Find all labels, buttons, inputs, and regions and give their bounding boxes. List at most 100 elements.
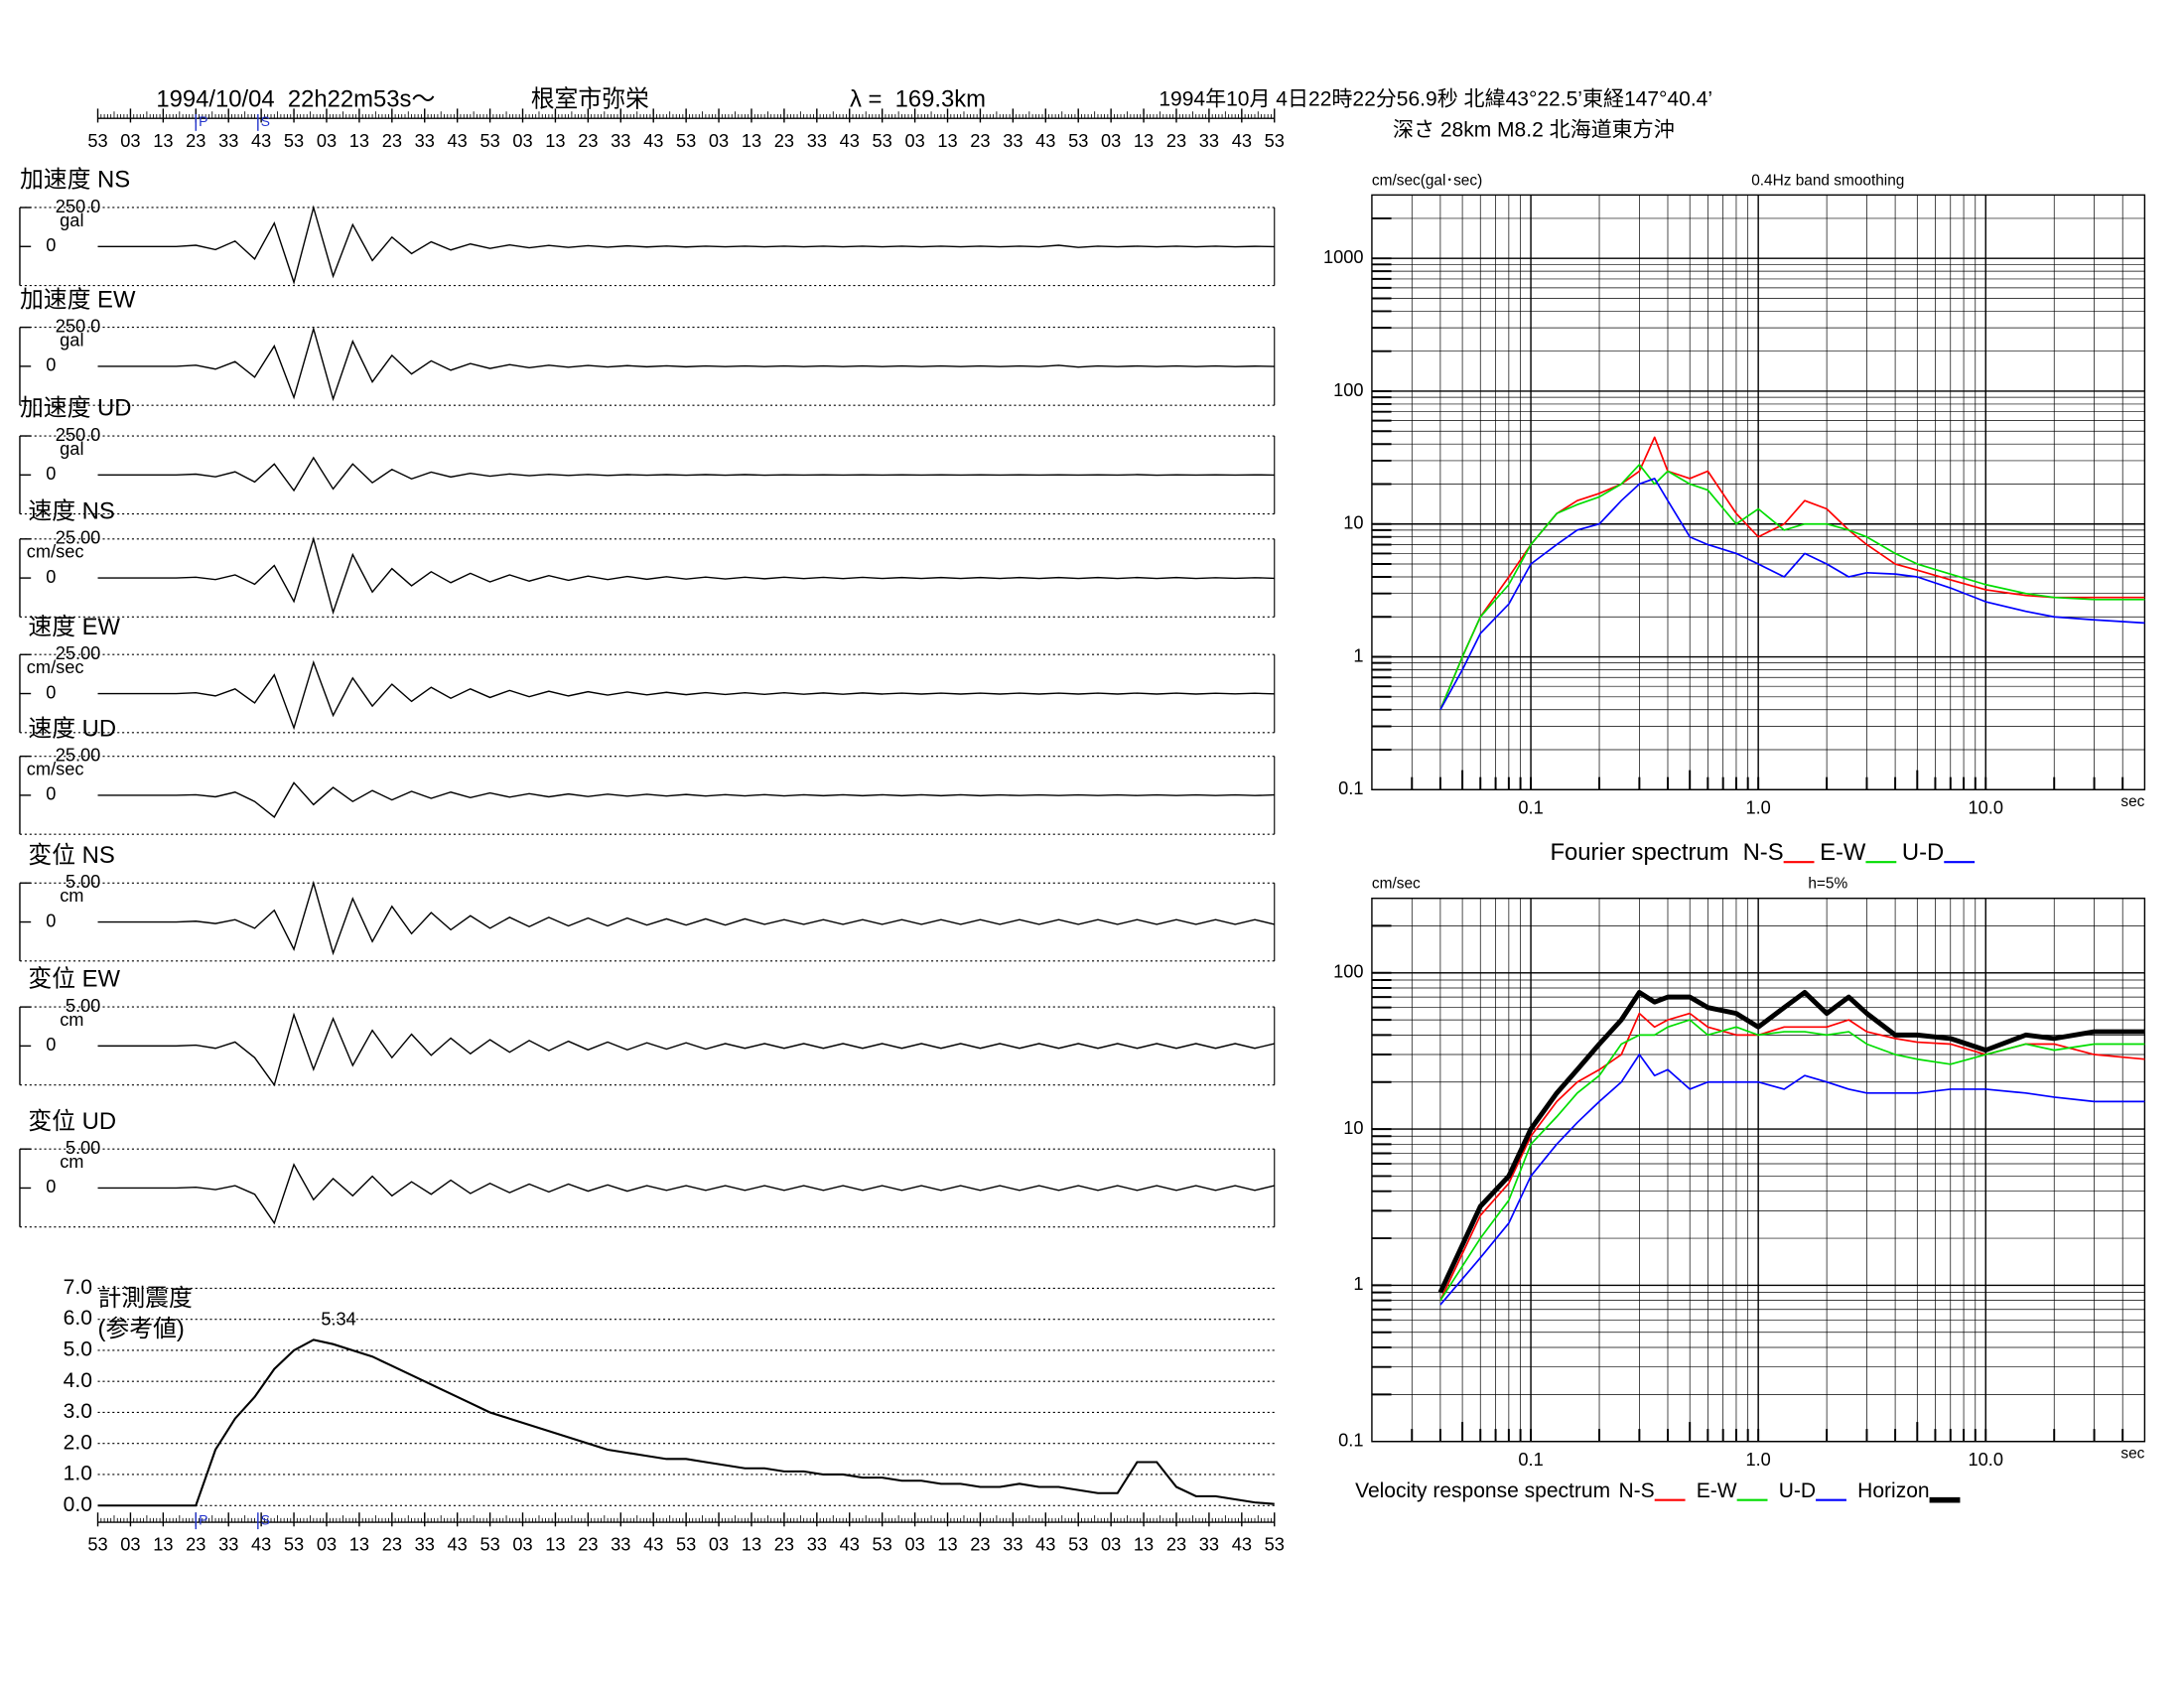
x-tick-label: 23	[382, 1534, 402, 1555]
x-tick-label: 33	[1199, 1534, 1219, 1555]
x-tick-label: 23	[578, 1534, 598, 1555]
x-tick-label: 13	[937, 130, 957, 151]
y-tick-label: 100	[1333, 961, 1363, 982]
x-tick-label: 43	[1035, 130, 1055, 151]
trace-label: 加速度 EW	[20, 286, 136, 313]
header-origin: 1994年10月 4日22時22分56.9秒 北緯43°22.5’東経147°4…	[1159, 88, 1712, 111]
x-tick-label: 43	[1232, 130, 1252, 151]
y-tick-label: 1	[1353, 1273, 1363, 1294]
spectrum-line	[1439, 464, 2145, 711]
x-tick-label: 23	[1166, 130, 1186, 151]
y-tick-label: 10	[1343, 512, 1363, 533]
trace	[97, 456, 1275, 492]
x-tick-label: 43	[643, 130, 663, 151]
x-tick-label: 33	[218, 1534, 238, 1555]
x-tick-label: 43	[1035, 1534, 1055, 1555]
x-tick-label: 0.1	[1518, 797, 1543, 818]
y-tick-label: 4.0	[64, 1369, 92, 1392]
x-tick-label: 03	[709, 130, 729, 151]
x-tick-label: 03	[709, 1534, 729, 1555]
y-tick-label: 0	[46, 354, 56, 375]
y-tick-label: 5.00	[66, 1137, 100, 1158]
y-tick-label: 7.0	[64, 1276, 92, 1299]
x-tick-label: 53	[676, 1534, 696, 1555]
x-tick-label: 13	[742, 1534, 761, 1555]
y-label: 計測震度	[98, 1285, 193, 1312]
x-tick-label: 23	[970, 130, 990, 151]
x-tick-label: 53	[676, 130, 696, 151]
x-tick-label: 23	[382, 130, 402, 151]
x-tick-label: 43	[448, 1534, 468, 1555]
spectrum-line	[1439, 1012, 2145, 1302]
x-tick-label: 13	[545, 130, 565, 151]
x-tick-label: 03	[1101, 130, 1121, 151]
legend-label: N-S	[1618, 1479, 1654, 1502]
legend-label: N-S	[1743, 839, 1784, 866]
y-unit: cm/sec(gal･sec)	[1372, 172, 1482, 189]
y-unit: gal	[60, 210, 83, 230]
x-tick-label: 10.0	[1969, 797, 2003, 818]
x-tick-label: 03	[512, 130, 532, 151]
x-tick-label: 53	[1068, 130, 1088, 151]
x-tick-label: 33	[415, 1534, 435, 1555]
phase-label: S	[261, 113, 270, 129]
y-tick-label: 0	[46, 234, 56, 255]
y-tick-label: 25.00	[56, 527, 101, 548]
x-tick-label: 1.0	[1745, 797, 1770, 818]
x-tick-label: 33	[611, 1534, 630, 1555]
x-tick-label: 13	[937, 1534, 957, 1555]
y-unit: cm/sec	[1372, 876, 1421, 893]
legend-label: E-W	[1820, 839, 1866, 866]
x-tick-label: 03	[120, 130, 140, 151]
y-tick-label: 10	[1343, 1117, 1363, 1138]
y-tick-label: 5.00	[66, 995, 100, 1016]
y-tick-label: 100	[1333, 379, 1363, 400]
y-unit: cm	[60, 1009, 83, 1030]
x-tick-label: 1.0	[1745, 1449, 1770, 1470]
y-tick-label: 0	[46, 1176, 56, 1196]
phase-label: S	[261, 1511, 270, 1527]
legend-label: E-W	[1697, 1479, 1737, 1502]
trace	[97, 205, 1275, 285]
y-tick-label: 0	[46, 566, 56, 587]
phase-label: P	[199, 113, 207, 129]
legend-label: Horizon	[1857, 1479, 1929, 1502]
spectrum-line	[1439, 1054, 2145, 1306]
y-tick-label: 0	[46, 783, 56, 804]
spectrum-line	[1439, 1019, 2145, 1302]
x-tick-label: 43	[1232, 1534, 1252, 1555]
x-tick-label: 43	[448, 130, 468, 151]
x-tick-label: 03	[1101, 1534, 1121, 1555]
legend-label: U-D	[1779, 1479, 1816, 1502]
y-tick-label: 0	[46, 1034, 56, 1055]
trace-label: 加速度 NS	[20, 167, 130, 194]
x-tick-label: 33	[1003, 1534, 1023, 1555]
x-tick-label: 13	[742, 130, 761, 151]
y-tick-label: 25.00	[56, 642, 101, 663]
intensity-line	[97, 1338, 1275, 1507]
x-tick-label: 53	[873, 1534, 892, 1555]
x-tick-label: 13	[153, 1534, 173, 1555]
x-tick-label: 23	[186, 1534, 205, 1555]
peak-label: 5.34	[321, 1309, 355, 1330]
y-tick-label: 3.0	[64, 1400, 92, 1423]
y-tick-label: 0.0	[64, 1493, 92, 1516]
x-tick-label: 23	[774, 1534, 794, 1555]
spectrum-line	[1439, 436, 2145, 711]
y-unit: cm/sec	[27, 758, 84, 778]
y-tick-label: 250.0	[56, 196, 101, 216]
chart-note: 0.4Hz band smoothing	[1751, 172, 1904, 189]
chart-note: h=5%	[1808, 876, 1847, 893]
x-tick-label: 53	[87, 1534, 107, 1555]
x-tick-label: 53	[284, 1534, 304, 1555]
x-tick-label: 43	[643, 1534, 663, 1555]
y-tick-label: 250.0	[56, 315, 101, 336]
trace-label: 変位 EW	[28, 966, 120, 993]
x-tick-label: 03	[120, 1534, 140, 1555]
y-tick-label: 0.1	[1338, 1430, 1363, 1451]
trace	[97, 880, 1275, 956]
x-tick-label: 53	[284, 130, 304, 151]
x-tick-label: 0.1	[1518, 1449, 1543, 1470]
y-tick-label: 0	[46, 681, 56, 702]
x-tick-label: 13	[545, 1534, 565, 1555]
